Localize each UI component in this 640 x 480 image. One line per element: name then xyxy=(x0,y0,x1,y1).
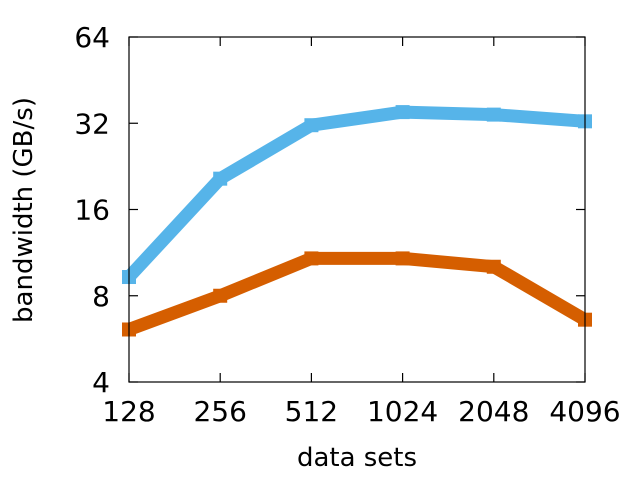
plot-frame xyxy=(128,36,586,383)
series-1-point xyxy=(486,107,501,122)
series-2-point xyxy=(486,259,501,274)
series-2-point xyxy=(213,288,228,303)
x-tick-label: 256 xyxy=(193,395,246,428)
series-2-point xyxy=(395,251,410,266)
x-tick-label: 128 xyxy=(102,395,155,428)
y-tick-label: 8 xyxy=(92,280,110,313)
x-tick-label: 512 xyxy=(285,395,338,428)
y-tick-label: 64 xyxy=(74,21,110,54)
series-1-point xyxy=(304,118,319,133)
x-tick-label: 2048 xyxy=(458,395,529,428)
y-tick-labels: 4 8 16 32 64 xyxy=(74,21,110,399)
y-tick-label: 32 xyxy=(74,107,110,140)
x-tick-labels: 128 256 512 1024 2048 4096 xyxy=(102,395,620,428)
x-axis-title: data sets xyxy=(297,443,417,473)
series-line-2 xyxy=(126,251,589,336)
x-tick-label: 1024 xyxy=(367,395,438,428)
series-1-point xyxy=(395,105,410,120)
series-line-1 xyxy=(124,105,586,282)
data-series xyxy=(122,105,592,337)
y-axis-title: bandwidth (GB/s) xyxy=(9,97,39,323)
y-tick-label: 16 xyxy=(74,194,110,227)
series-2-point xyxy=(304,251,319,266)
x-tick-label: 4096 xyxy=(549,395,620,428)
series-1-point xyxy=(213,171,228,186)
y-tick-label: 4 xyxy=(92,366,110,399)
